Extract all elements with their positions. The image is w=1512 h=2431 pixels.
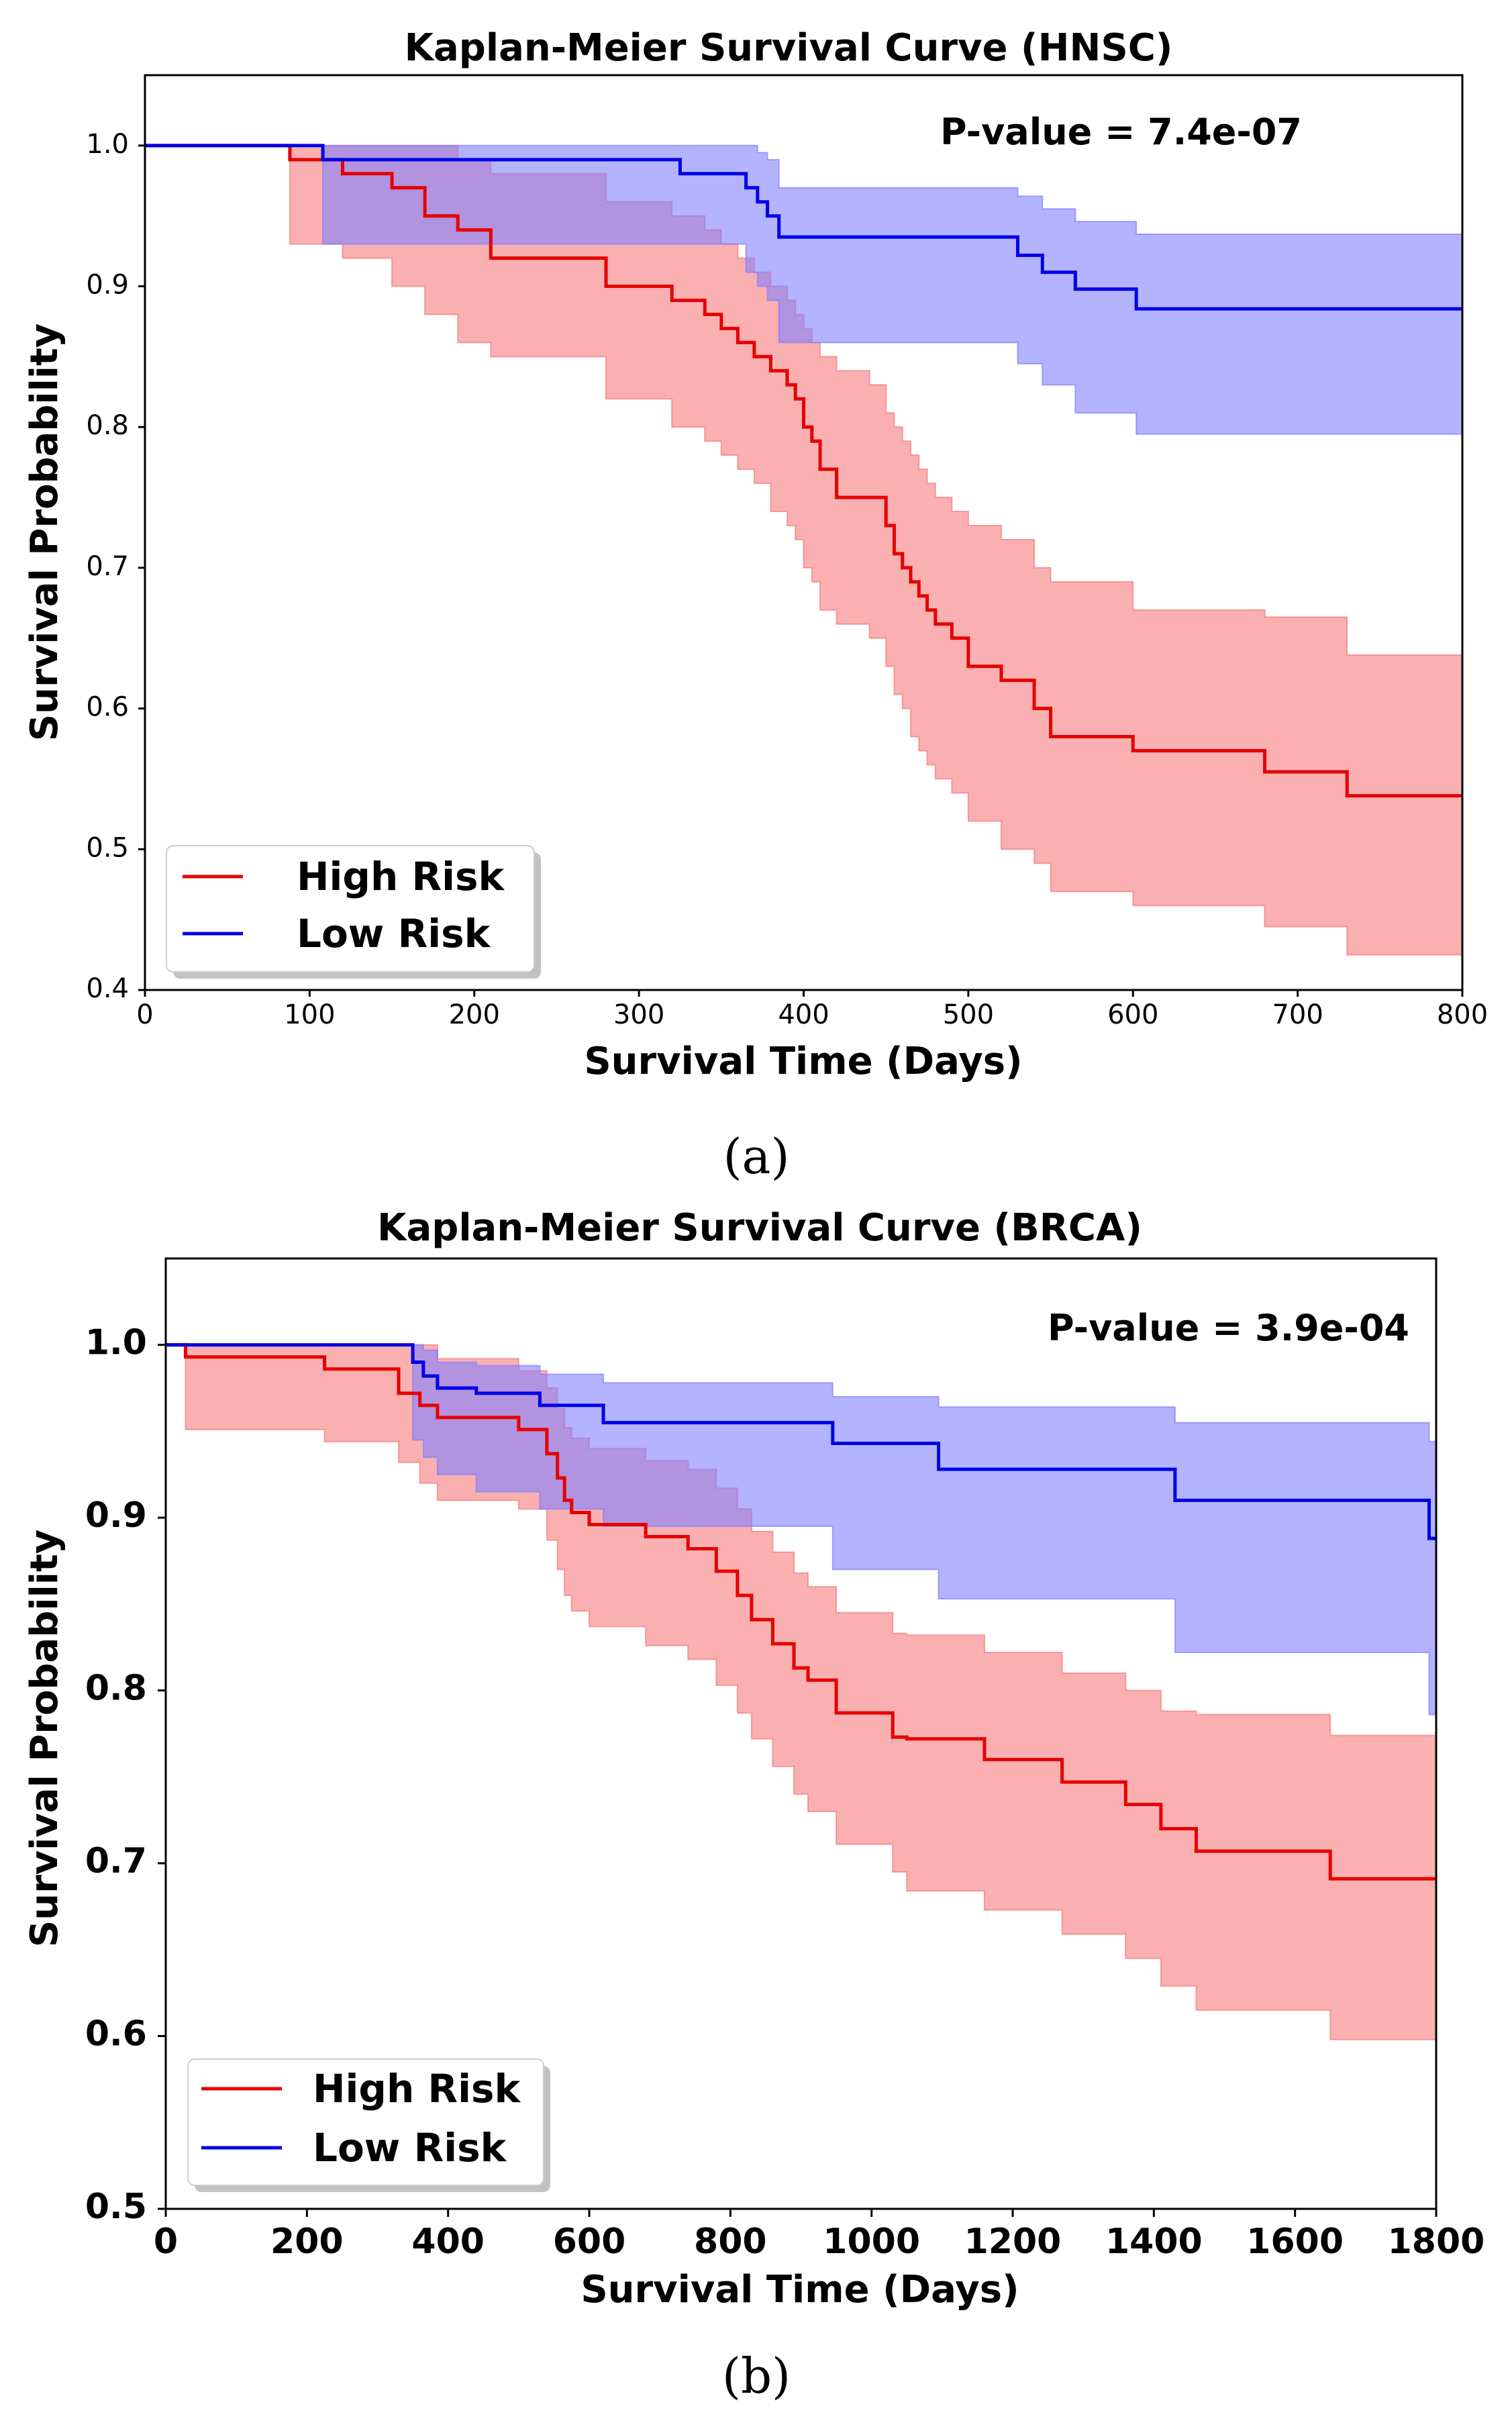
chart-a-p-value: P-value = 7.4e-07	[940, 111, 1302, 153]
chart-b-y-axis-label: Survival Probability	[23, 1530, 66, 1947]
chart-b-y-tick-label: 0.8	[85, 1669, 147, 1709]
chart-a-hnsc: Kaplan-Meier Survival Curve (HNSC) 0 100 2…	[23, 26, 1488, 1185]
chart-b-y-tick-label: 0.5	[85, 2187, 147, 2227]
chart-b-legend: High Risk Low Risk	[187, 2058, 550, 2192]
chart-b-brca: Kaplan-Meier Survival Curve (BRCA) 0 200 4…	[23, 1206, 1484, 2404]
chart-a-y-tick-label: 1.0	[86, 129, 129, 160]
chart-b-x-tick-label: 1000	[823, 2222, 920, 2262]
chart-a-caption: (a)	[723, 1128, 789, 1185]
chart-b-y-tick-label: 0.9	[85, 1495, 147, 1536]
chart-a-x-tick-label: 100	[284, 999, 335, 1030]
chart-b-y-tick-label: 0.7	[85, 1841, 147, 1881]
chart-a-y-tick-label: 0.4	[86, 973, 129, 1004]
chart-a-low-risk-confidence-band	[145, 144, 1463, 435]
chart-b-x-tick-label: 400	[411, 2222, 485, 2262]
chart-a-x-tick-label: 200	[449, 999, 500, 1030]
chart-b-p-value: P-value = 3.9e-04	[1048, 1307, 1409, 1349]
chart-a-y-tick-label: 0.6	[86, 692, 129, 723]
chart-b-x-tick-label: 800	[694, 2222, 767, 2262]
chart-a-y-tick-label: 0.7	[86, 551, 129, 582]
chart-b-x-axis-label: Survival Time (Days)	[581, 2268, 1019, 2312]
chart-a-x-axis: 0 100 200 300 400 500 600 700 800	[136, 990, 1488, 1030]
chart-a-x-tick-label: 300	[613, 999, 664, 1030]
chart-a-x-tick-label: 500	[943, 999, 994, 1030]
chart-a-x-tick-label: 600	[1107, 999, 1158, 1030]
chart-a-title: Kaplan-Meier Survival Curve (HNSC)	[405, 26, 1173, 70]
chart-a-low-risk-survival-line	[145, 144, 1462, 311]
chart-a-x-tick-label: 700	[1272, 999, 1323, 1030]
chart-b-confidence-bands	[166, 1344, 1437, 2057]
chart-a-x-axis-label: Survival Time (Days)	[584, 1040, 1022, 1083]
chart-a-y-axis-label: Survival Probability	[23, 324, 66, 741]
chart-b-x-tick-label: 200	[270, 2222, 344, 2262]
chart-a-x-tick-label: 0	[136, 999, 153, 1030]
chart-a-legend-box	[166, 845, 535, 973]
chart-a-x-tick-label: 400	[778, 999, 829, 1030]
chart-a-y-tick-label: 0.5	[86, 832, 129, 863]
chart-b-high-risk-survival-line	[166, 1343, 1436, 1881]
chart-b-low-risk-survival-line	[166, 1343, 1436, 1540]
chart-b-x-axis: 0 200 400 600 800 1000 1200 1400 1600 1800	[154, 2209, 1484, 2262]
chart-b-legend-high-risk-label: High Risk	[313, 2066, 521, 2112]
chart-a-y-tick-label: 0.8	[86, 410, 129, 441]
chart-b-x-tick-label: 1800	[1388, 2222, 1485, 2262]
chart-a-legend-high-risk-label: High Risk	[297, 854, 505, 899]
chart-b-survival-lines	[166, 1343, 1436, 1881]
chart-b-x-tick-label: 0	[154, 2222, 178, 2262]
chart-a-survival-lines	[145, 144, 1462, 798]
chart-b-y-tick-label: 1.0	[85, 1323, 147, 1363]
chart-a-legend-low-risk-label: Low Risk	[297, 911, 491, 956]
chart-b-x-tick-label: 1200	[964, 2222, 1062, 2262]
chart-a-legend: High Risk Low Risk	[166, 845, 541, 979]
chart-b-y-axis: 0.5 0.6 0.7 0.8 0.9 1.0	[85, 1323, 166, 2227]
chart-b-plot-frame	[164, 1257, 1438, 2210]
chart-a-y-tick-label: 0.9	[86, 270, 129, 301]
chart-b-legend-low-risk-label: Low Risk	[313, 2125, 507, 2171]
chart-a-high-risk-survival-line	[145, 144, 1462, 798]
chart-b-legend-box	[187, 2058, 544, 2186]
chart-a-confidence-bands	[145, 144, 1463, 956]
chart-a-x-tick-label: 800	[1437, 999, 1488, 1030]
chart-a-y-axis: 0.4 0.5 0.6 0.7 0.8 0.9 1.0	[86, 129, 145, 1004]
chart-b-x-tick-label: 1400	[1105, 2222, 1203, 2262]
chart-b-x-tick-label: 600	[553, 2222, 626, 2262]
chart-b-y-tick-label: 0.6	[85, 2014, 147, 2054]
chart-b-title: Kaplan-Meier Survival Curve (BRCA)	[377, 1206, 1142, 1250]
chart-b-caption: (b)	[722, 2348, 791, 2404]
chart-b-x-tick-label: 1600	[1246, 2222, 1344, 2262]
